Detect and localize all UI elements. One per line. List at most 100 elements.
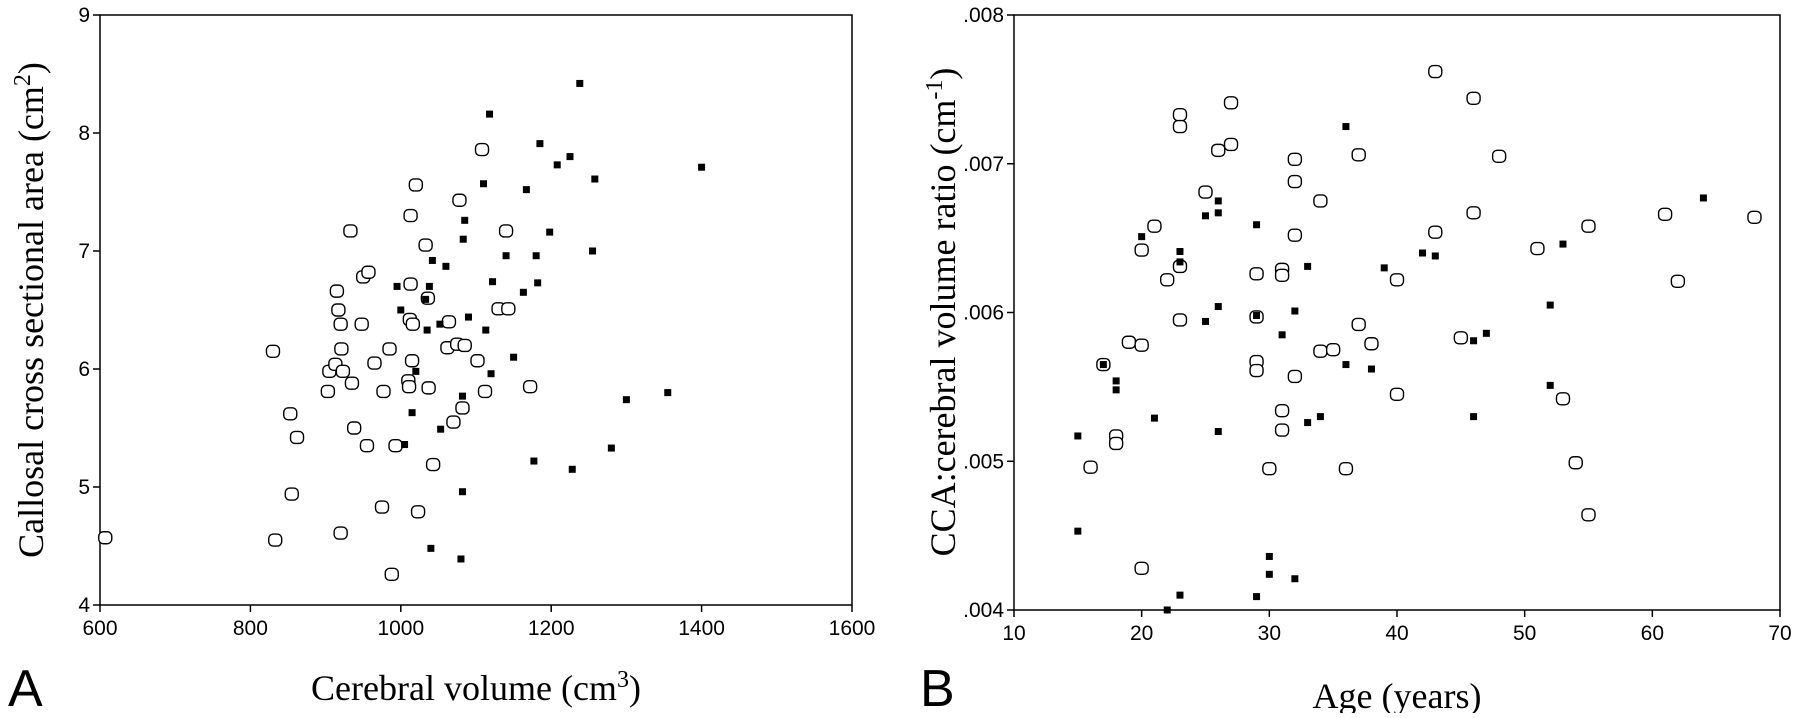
panel-a-filled-square-point bbox=[589, 247, 597, 255]
panel-a-x-tick-label: 1000 bbox=[377, 617, 424, 640]
panel-a-open-circle-point bbox=[474, 142, 490, 157]
panel-b-y-ticks: .004 .005 .006 .007 .008 bbox=[963, 4, 1014, 622]
panel-a-filled-square-point bbox=[622, 396, 630, 404]
panel-a-open-circle-point bbox=[283, 407, 298, 421]
panel-a-y-tick-label: 6 bbox=[78, 358, 90, 381]
panel-a-filled-square-point bbox=[553, 161, 561, 169]
panel-b-filled-square-point bbox=[1278, 331, 1286, 339]
panel-a-open-circle-point bbox=[265, 344, 281, 358]
panel-b-filled-square-point bbox=[1470, 337, 1478, 345]
panel-b-filled-square-point bbox=[1342, 123, 1350, 131]
panel-b-open-circle-point bbox=[1428, 225, 1443, 239]
panel-b-open-circle-point bbox=[1134, 243, 1149, 257]
panel-a-filled-square-point bbox=[425, 282, 433, 290]
panel-b-filled-square-point bbox=[1202, 212, 1209, 220]
panel-b-x-tick-label: 60 bbox=[1641, 622, 1664, 645]
panel-b-filled-square-point bbox=[1265, 570, 1273, 578]
panel-a-x-ticks: 600 800 1000 1200 1400 1600 bbox=[82, 605, 875, 640]
panel-b-y-axis-title: CCA:cerebral volume ratio (cm-1) bbox=[922, 68, 963, 557]
panel-b-open-circle-point bbox=[1198, 185, 1213, 199]
panel-a-y-ticks: 4 5 6 7 8 9 bbox=[78, 4, 100, 617]
panel-b-x-tick-label: 70 bbox=[1768, 622, 1791, 645]
panel-a-open-circle-point bbox=[367, 356, 382, 370]
panel-b-x-ticks: 10 20 30 40 50 60 70 bbox=[1002, 610, 1792, 645]
panel-a-filled-square-point bbox=[422, 295, 430, 303]
panel-b-open-circle-point bbox=[1491, 149, 1507, 164]
panel-b-filled-square-point bbox=[1074, 527, 1082, 535]
panel-a-filled-square-point bbox=[489, 278, 497, 286]
panel-a-x-tick-label: 600 bbox=[82, 617, 117, 640]
panel-b-filled-square-point bbox=[1176, 258, 1184, 266]
panel-b-open-circle-point bbox=[1338, 461, 1354, 476]
panel-a-open-circle-point bbox=[354, 317, 369, 331]
panel-a-open-circle-point bbox=[522, 380, 538, 394]
panel-a-filled-square-point bbox=[461, 216, 469, 224]
panel-b-x-tick-label: 50 bbox=[1513, 622, 1536, 645]
panel-a-open-circle-point bbox=[498, 224, 514, 238]
panel-b-filled-square-point bbox=[1470, 413, 1478, 421]
panel-a-open-circle-point bbox=[404, 354, 420, 368]
panel-b-open-circle-point bbox=[1223, 137, 1239, 152]
panel-a-y-tick-label: 9 bbox=[78, 4, 90, 27]
panel-b-label: B bbox=[920, 660, 955, 713]
panel-a-filled-square-point bbox=[486, 110, 494, 118]
panel-b-filled-square-point bbox=[1316, 413, 1324, 421]
panel-b-open-circle-point bbox=[1274, 423, 1290, 437]
panel-a-filled-square-point bbox=[457, 555, 465, 563]
panel-a-open-circle-point bbox=[403, 277, 418, 291]
panel-b-open-circle-point bbox=[1287, 174, 1303, 189]
panel-b-y-tick-label: .006 bbox=[963, 302, 1004, 325]
panel-b-open-circle-point bbox=[1262, 461, 1277, 476]
panel-a-open-circle-point bbox=[470, 354, 485, 368]
panel-a-data-points bbox=[98, 79, 706, 582]
panel-a-label: A bbox=[8, 660, 43, 713]
panel-a-filled-square-point bbox=[510, 353, 518, 361]
panel-a-open-circle-point bbox=[421, 381, 436, 395]
panel-b-open-circle-point bbox=[1274, 403, 1290, 418]
panel-b-x-tick-label: 40 bbox=[1385, 622, 1408, 645]
panel-b-open-circle-point bbox=[1121, 335, 1137, 349]
panel-a-filled-square-point bbox=[458, 392, 466, 400]
panel-a-filled-square-point bbox=[568, 465, 576, 473]
panel-a-open-circle-point bbox=[457, 338, 472, 353]
panel-a-filled-square-point bbox=[436, 320, 444, 328]
panel-a-open-circle-point bbox=[501, 302, 516, 316]
panel-a-open-circle-point bbox=[408, 178, 424, 192]
panel-b-open-circle-point bbox=[1108, 436, 1124, 451]
panel-a-open-circle-point bbox=[343, 224, 358, 238]
panel-a-open-circle-point bbox=[403, 208, 418, 223]
panel-b-filled-square-point bbox=[1380, 264, 1388, 272]
panel-b-open-circle-point bbox=[1466, 91, 1481, 106]
panel-b-x-axis-title: Age (years) bbox=[1313, 676, 1482, 713]
panel-a-filled-square-point bbox=[591, 175, 599, 183]
panel-a-open-circle-point bbox=[455, 401, 470, 415]
panel-a-open-circle-point bbox=[374, 500, 390, 514]
panel-b-filled-square-point bbox=[1214, 428, 1222, 435]
panel-a-open-circle-point bbox=[333, 526, 348, 540]
panel-b-filled-square-point bbox=[1074, 432, 1082, 440]
panel-a-filled-square-point bbox=[546, 228, 554, 236]
panel-b-x-tick-label: 20 bbox=[1130, 622, 1153, 645]
panel-a-filled-square-point bbox=[664, 389, 672, 397]
panel-b-open-circle-point bbox=[1313, 194, 1328, 208]
panel-a-filled-square-point bbox=[576, 79, 584, 87]
panel-a-open-circle-point bbox=[335, 364, 351, 379]
panel-b-x-tick-label: 10 bbox=[1002, 622, 1025, 645]
panel-b-open-circle-point bbox=[1581, 219, 1596, 233]
panel-a-filled-square-point bbox=[423, 326, 431, 334]
panel-a-x-tick-label: 1200 bbox=[528, 617, 575, 640]
panel-a-open-circle-point bbox=[329, 284, 345, 298]
panel-a-filled-square-point bbox=[532, 252, 540, 260]
panel-b-filled-square-point bbox=[1291, 575, 1299, 583]
panel-a-x-tick-label: 1400 bbox=[678, 617, 725, 640]
panel-a-filled-square-point bbox=[530, 457, 538, 465]
panel-a-filled-square-point bbox=[487, 370, 495, 378]
panel-a-open-circle-point bbox=[289, 430, 305, 445]
panel-b-filled-square-point bbox=[1342, 361, 1350, 369]
panel-b-filled-square-point bbox=[1150, 414, 1158, 422]
panel-a-open-circle-point bbox=[418, 238, 433, 252]
panel-a-filled-square-point bbox=[536, 140, 544, 148]
panel-b-open-circle-point bbox=[1134, 338, 1149, 352]
panel-b-filled-square-point bbox=[1559, 240, 1567, 248]
panel-a-filled-square-point bbox=[427, 544, 435, 552]
